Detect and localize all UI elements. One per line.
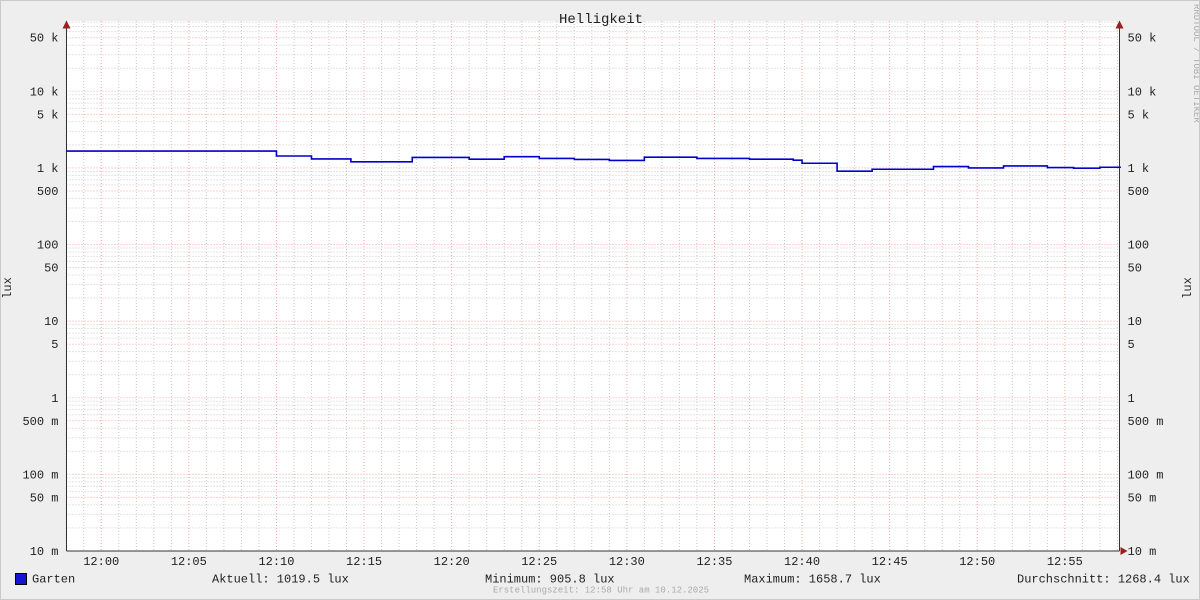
svg-text:50: 50 [1128,262,1142,276]
svg-text:500 m: 500 m [22,415,58,429]
svg-text:12:15: 12:15 [346,555,382,569]
svg-text:Minimum: 905.8 lux: Minimum: 905.8 lux [485,573,615,587]
svg-text:lux: lux [1181,277,1195,299]
svg-text:10 m: 10 m [30,545,59,559]
svg-text:500: 500 [1128,185,1150,199]
svg-text:12:55: 12:55 [1047,555,1083,569]
svg-text:5: 5 [51,338,58,352]
svg-text:500 m: 500 m [1128,415,1164,429]
svg-text:1: 1 [1128,392,1135,406]
svg-text:100: 100 [37,239,59,253]
svg-text:50 k: 50 k [1128,32,1157,46]
svg-text:1 k: 1 k [37,162,59,176]
svg-text:12:20: 12:20 [434,555,470,569]
svg-text:Erstellungszeit: 12:58 Uhr am: Erstellungszeit: 12:58 Uhr am 10.12.2025 [493,586,709,596]
svg-text:5: 5 [1128,338,1135,352]
svg-text:100: 100 [1128,239,1150,253]
svg-text:10: 10 [44,315,58,329]
svg-text:10 k: 10 k [30,85,59,99]
svg-text:10: 10 [1128,315,1142,329]
svg-text:50: 50 [44,262,58,276]
svg-text:12:40: 12:40 [784,555,820,569]
svg-text:Maximum: 1658.7 lux: Maximum: 1658.7 lux [744,573,881,587]
svg-text:1: 1 [51,392,58,406]
svg-text:12:25: 12:25 [521,555,557,569]
svg-text:10 m: 10 m [1128,545,1157,559]
svg-text:12:10: 12:10 [258,555,294,569]
svg-text:Helligkeit: Helligkeit [559,12,643,28]
svg-text:12:50: 12:50 [959,555,995,569]
svg-text:Aktuell: 1019.5 lux: Aktuell: 1019.5 lux [212,573,349,587]
svg-text:10 k: 10 k [1128,85,1157,99]
svg-text:12:45: 12:45 [872,555,908,569]
svg-text:Garten: Garten [32,573,75,587]
svg-text:12:35: 12:35 [696,555,732,569]
svg-text:500: 500 [37,185,59,199]
svg-text:50 k: 50 k [30,32,59,46]
svg-text:5 k: 5 k [37,108,59,122]
svg-text:12:05: 12:05 [171,555,207,569]
svg-text:50 m: 50 m [30,491,59,505]
svg-text:5 k: 5 k [1128,108,1150,122]
svg-text:12:30: 12:30 [609,555,645,569]
svg-text:Durchschnitt: 1268.4 lux: Durchschnitt: 1268.4 lux [1017,573,1190,587]
svg-text:RRDTOOL / TOBI OETIKER: RRDTOOL / TOBI OETIKER [1191,4,1200,123]
svg-text:12:00: 12:00 [83,555,119,569]
svg-text:1 k: 1 k [1128,162,1150,176]
svg-text:100 m: 100 m [1128,468,1164,482]
svg-text:lux: lux [1,277,15,299]
svg-text:100 m: 100 m [22,468,58,482]
svg-text:50 m: 50 m [1128,491,1157,505]
